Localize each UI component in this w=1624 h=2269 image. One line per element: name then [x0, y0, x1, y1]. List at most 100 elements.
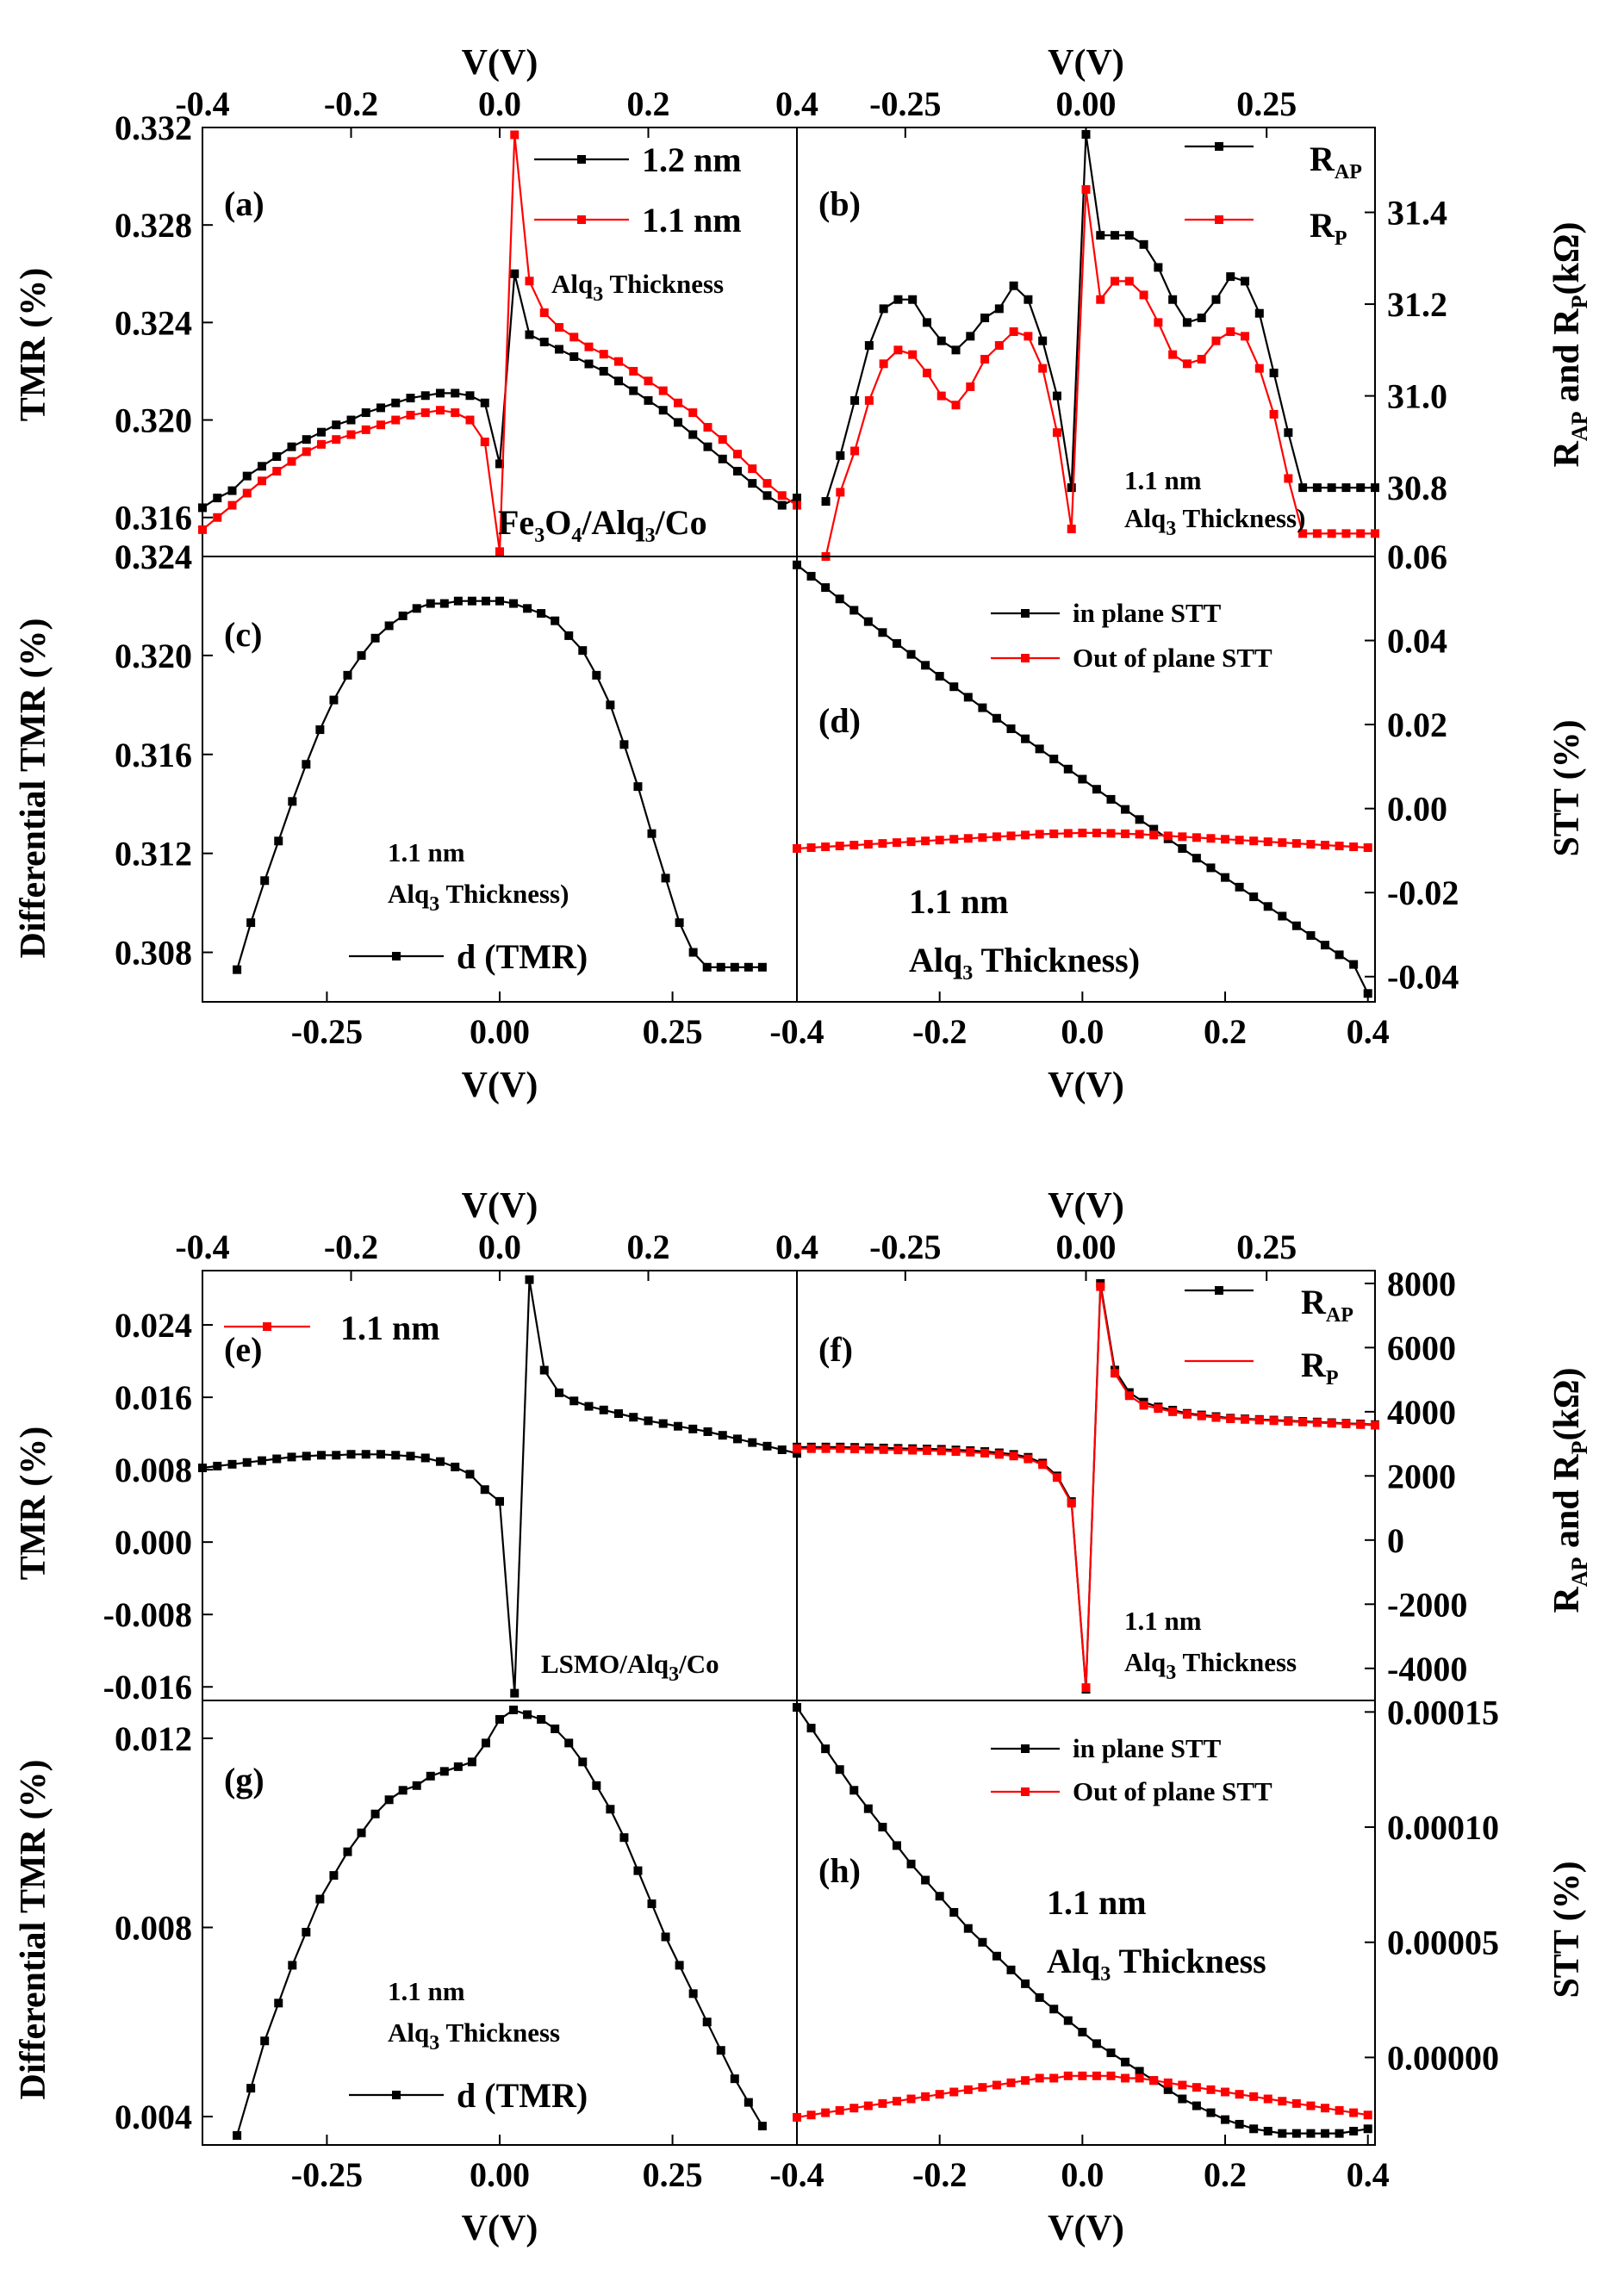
data-point	[1371, 483, 1379, 493]
data-point	[921, 1875, 930, 1885]
x-tick-label: -0.4	[769, 2155, 824, 2194]
data-point	[525, 1275, 534, 1284]
data-point	[213, 1461, 222, 1470]
x-tick-label: 0.00	[470, 2155, 530, 2194]
data-point	[376, 403, 385, 413]
y-tick-label: 0.016	[115, 1378, 192, 1417]
data-point	[966, 332, 975, 341]
data-point	[578, 1757, 588, 1767]
y-axis-title: TMR (%)	[14, 1427, 53, 1580]
data-point	[688, 408, 698, 418]
panel-h: -0.4 -0.2 0.0 0.2 0.4 V(V) 0.00000 0.00005 0.000…	[769, 1693, 1499, 2248]
data-point	[346, 415, 356, 425]
data-point	[495, 547, 504, 556]
data-point	[481, 1738, 490, 1748]
data-point	[384, 621, 394, 631]
data-point	[629, 366, 638, 376]
data-point	[978, 703, 987, 712]
text-span: R	[1301, 1283, 1327, 1321]
text-span: R	[1310, 140, 1335, 178]
data-point	[1221, 873, 1230, 882]
data-point	[1349, 2108, 1359, 2117]
legend-label: Out of plane STT	[1073, 1776, 1272, 1806]
text-span: /Co	[655, 503, 707, 542]
data-point	[1009, 281, 1018, 290]
data-point	[412, 1781, 421, 1790]
legend-marker	[1021, 609, 1030, 618]
data-point	[777, 1445, 787, 1455]
data-point	[864, 395, 874, 405]
data-point	[893, 1445, 903, 1455]
data-point	[584, 342, 594, 351]
data-point	[1182, 318, 1192, 327]
x-tick-label: -0.2	[912, 1012, 967, 1051]
data-point	[1211, 1413, 1221, 1422]
data-point	[777, 500, 787, 510]
data-point	[1291, 2098, 1301, 2108]
data-point	[675, 918, 684, 928]
series-line-1	[824, 189, 1375, 557]
data-point	[495, 459, 504, 469]
legend-marker	[1215, 215, 1223, 224]
x-tick-label: -0.25	[869, 1228, 941, 1266]
data-point	[398, 1786, 408, 1795]
data-point	[1154, 1404, 1163, 1414]
data-point	[495, 596, 504, 606]
data-point	[592, 670, 601, 680]
data-point	[1249, 2092, 1259, 2101]
data-point	[1363, 843, 1372, 853]
data-point	[1235, 2119, 1244, 2129]
data-point	[480, 1485, 489, 1495]
data-point	[688, 430, 698, 439]
data-point	[1298, 1417, 1308, 1427]
data-point	[1021, 1979, 1030, 1988]
annotation: 1.1 nm	[388, 837, 465, 867]
data-point	[1121, 2073, 1130, 2083]
data-point	[1321, 2129, 1330, 2138]
annotation: Alq3 Thickness	[551, 269, 724, 306]
data-point	[835, 594, 844, 604]
text-span: /Alq	[581, 503, 644, 542]
text-span: AP	[1326, 1304, 1353, 1327]
data-point	[1121, 829, 1130, 838]
data-point	[1111, 277, 1120, 286]
data-point	[525, 277, 534, 286]
data-point	[1221, 2115, 1230, 2124]
x-tick-label: 0.4	[1347, 2155, 1390, 2194]
data-point	[406, 394, 415, 403]
data-point	[1278, 911, 1287, 921]
data-point	[1335, 2105, 1344, 2115]
y-tick-label: 0.324	[115, 303, 192, 342]
y-tick-label: 0.000	[115, 1523, 192, 1562]
data-point	[1341, 1420, 1351, 1429]
data-point	[1096, 231, 1105, 240]
data-point	[718, 454, 727, 463]
data-point	[1063, 2071, 1073, 2080]
data-point	[1263, 2126, 1272, 2135]
annotation: Alq3 Thickness)	[1124, 503, 1305, 540]
legend-marker	[392, 2091, 401, 2099]
data-point	[748, 1438, 757, 1447]
data-point	[1356, 1420, 1366, 1429]
data-point	[762, 479, 772, 488]
data-point	[1192, 833, 1201, 842]
data-point	[467, 596, 476, 606]
x-tick-label: 0.0	[478, 1228, 521, 1266]
data-point	[793, 843, 801, 853]
data-point	[793, 1444, 801, 1453]
x-axis-title: V(V)	[462, 1186, 538, 1226]
data-point	[793, 2112, 801, 2122]
data-point	[1163, 2078, 1173, 2087]
data-point	[361, 1450, 370, 1459]
data-point	[213, 513, 222, 522]
data-point	[439, 1767, 449, 1776]
data-point	[1154, 263, 1163, 272]
legend-label: Out of plane STT	[1073, 643, 1272, 673]
data-point	[892, 838, 901, 848]
annotation: Alq3 Thickness	[1047, 1942, 1266, 1986]
plot-frame	[796, 1270, 1376, 1701]
panel-label: (d)	[818, 701, 861, 740]
data-point	[1111, 1369, 1120, 1378]
annotation: Alq3 Thickness	[388, 2017, 560, 2055]
data-point	[599, 350, 608, 359]
